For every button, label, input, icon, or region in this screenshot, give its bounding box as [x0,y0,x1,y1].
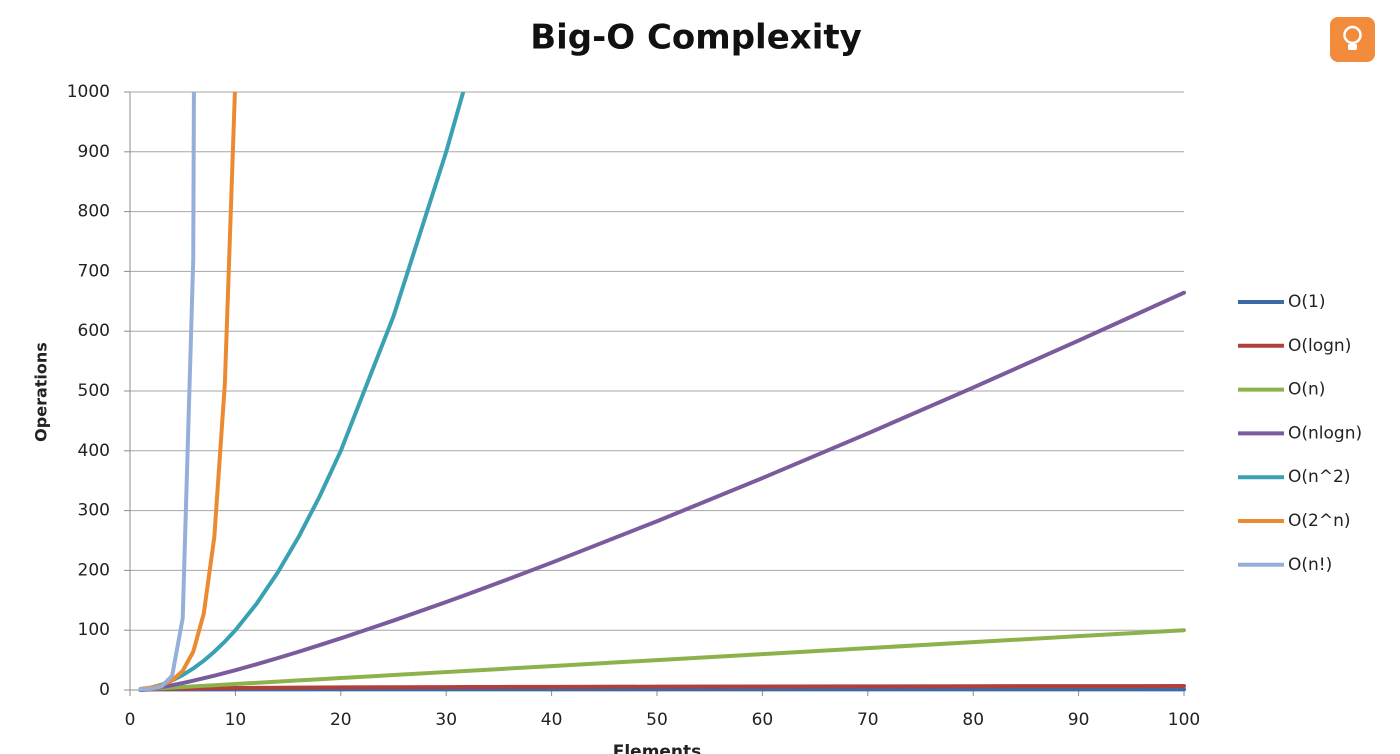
y-tick-label: 800 [78,202,110,222]
series-line [138,290,1186,692]
x-tick-label: 30 [435,710,457,730]
y-axis-label: Operations [32,342,51,442]
x-tick-label: 70 [857,710,879,730]
legend-label: O(nlogn) [1288,423,1362,443]
y-tick-label: 900 [78,142,110,162]
y-tick-label: 0 [99,680,110,700]
series-line [138,628,1186,692]
y-tick-label: 1000 [67,82,110,102]
y-tick-label: 700 [78,261,110,281]
x-tick-label: 0 [125,710,136,730]
hint-button[interactable] [1330,17,1375,62]
grid [124,91,1185,696]
x-tick-label: 60 [752,710,774,730]
y-tick-label: 400 [78,441,110,461]
labels: 0 100 200 300 400 500 600 700 800 900 1000 0 10 20 30 4… [67,82,1362,730]
x-tick-label: 90 [1068,710,1090,730]
plot-lines [138,92,1186,692]
x-tick-label: 40 [541,710,563,730]
y-tick-label: 200 [78,560,110,580]
y-tick-label: 600 [78,321,110,341]
x-tick-label: 10 [225,710,247,730]
legend-label: O(n) [1288,380,1325,400]
legend-label: O(n!) [1288,555,1332,575]
chart-title: Big-O Complexity [530,18,862,58]
series-line [138,92,196,692]
bulb-base [1348,44,1357,50]
legend-label: O(logn) [1288,336,1351,356]
hint-icon[interactable] [1330,17,1375,62]
y-tick-label: 500 [78,381,110,401]
legend-label: O(1) [1288,292,1325,312]
legend-label: O(2^n) [1288,511,1350,531]
x-tick-label: 100 [1168,710,1200,730]
legend-label: O(n^2) [1288,467,1350,487]
bulb [1343,25,1362,45]
y-tick-label: 100 [78,620,110,640]
x-tick-label: 50 [646,710,668,730]
x-axis-label: Elements [613,742,702,754]
x-tick-label: 80 [962,710,984,730]
y-tick-label: 300 [78,501,110,521]
x-tick-label: 20 [330,710,352,730]
